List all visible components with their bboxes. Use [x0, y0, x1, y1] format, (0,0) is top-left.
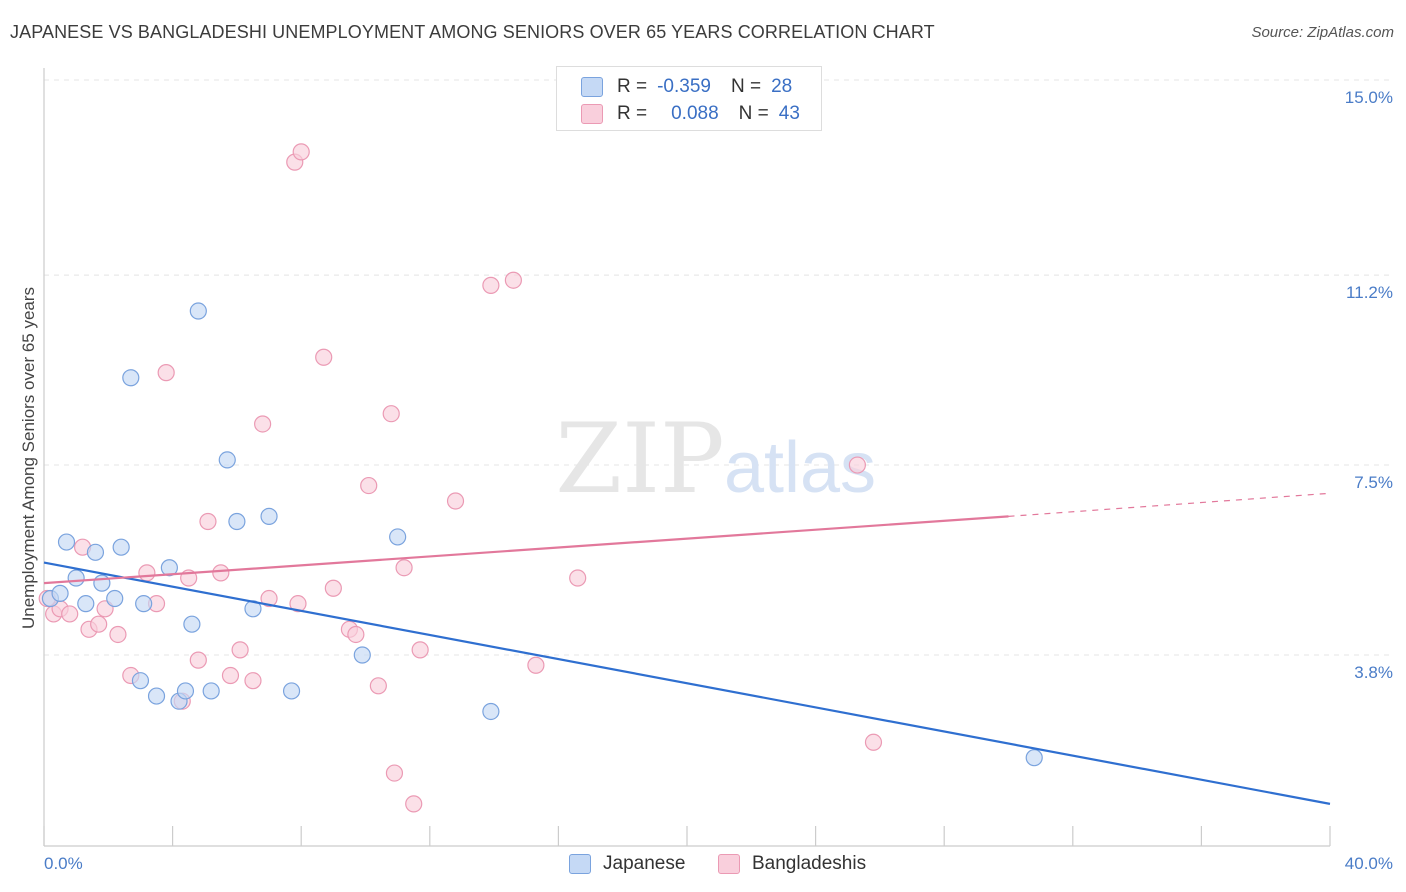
- bangladeshi-point-17: [212, 564, 230, 582]
- y-tick-labels: 3.8% 7.5% 11.2% 15.0%: [1345, 88, 1393, 682]
- x-tick-label-min: 0.0%: [44, 854, 83, 873]
- bangladeshi-point-16: [199, 512, 217, 531]
- bangladeshi-trend-line: [43, 515, 1009, 585]
- trend-lines: [43, 492, 1331, 805]
- bangladeshi-point-8: [109, 625, 127, 644]
- bottom-legend-japanese: Japanese: [569, 852, 685, 876]
- bangladeshi-point-33: [385, 764, 404, 782]
- watermark-zip: ZIP: [555, 403, 724, 515]
- bangladeshi-point-6: [90, 615, 108, 633]
- bottom-bangladeshi-swatch: [718, 854, 740, 874]
- bangladeshi-point-39: [504, 271, 522, 289]
- bangladeshi-r-value: 0.088: [671, 103, 719, 124]
- japanese-point-23: [282, 682, 301, 700]
- legend-row-bangladeshi: R = 0.088 N = 43: [581, 103, 800, 125]
- bangladeshi-point-41: [569, 569, 587, 587]
- bangladeshi-swatch: [581, 104, 603, 124]
- bangladeshi-point-42: [848, 456, 866, 474]
- japanese-point-27: [1025, 749, 1043, 767]
- japanese-point-2: [57, 533, 76, 551]
- japanese-r-value: -0.359: [657, 76, 711, 97]
- japanese-n-label: N =: [730, 76, 762, 97]
- bottom-japanese-swatch: [569, 854, 591, 874]
- bangladeshi-point-26: [315, 348, 333, 366]
- japanese-point-24: [353, 646, 371, 664]
- bangladeshi-point-31: [369, 677, 387, 695]
- japanese-point-10: [131, 672, 150, 690]
- bangladeshi-point-10: [138, 564, 156, 582]
- correlation-legend: R = -0.359 N = 28 R = 0.088 N = 43: [556, 66, 822, 131]
- japanese-point-16: [183, 615, 201, 633]
- japanese-point-1: [51, 584, 69, 602]
- y-tick-label-1: 7.5%: [1354, 473, 1393, 492]
- bangladeshi-point-37: [446, 492, 465, 510]
- bangladeshi-point-20: [244, 672, 262, 690]
- legend-row-japanese: R = -0.359 N = 28: [581, 76, 792, 98]
- japanese-point-19: [218, 451, 236, 469]
- japanese-point-4: [77, 595, 95, 613]
- bangladeshi-point-23: [289, 595, 307, 613]
- japanese-point-26: [482, 702, 500, 721]
- bangladeshi-point-36: [411, 641, 429, 659]
- japanese-point-3: [67, 569, 85, 587]
- bangladeshi-n-value: 43: [778, 103, 800, 124]
- japanese-point-13: [160, 559, 178, 577]
- japanese-point-11: [135, 595, 153, 613]
- bangladeshi-point-30: [360, 476, 378, 495]
- bangladeshi-point-18: [221, 666, 240, 685]
- bangladeshi-point-34: [395, 559, 413, 577]
- bottom-legend-bangladeshi: Bangladeshis: [718, 852, 866, 876]
- bangladeshi-point-12: [157, 364, 175, 382]
- japanese-point-20: [228, 512, 246, 531]
- bottom-japanese-label: Japanese: [603, 853, 686, 874]
- bangladeshi-point-22: [260, 589, 278, 608]
- bangladeshi-point-21: [254, 415, 272, 433]
- bangladeshi-point-38: [482, 276, 500, 294]
- japanese-n-value: 28: [771, 76, 793, 97]
- japanese-point-22: [260, 507, 278, 525]
- japanese-r-label: R =: [617, 76, 648, 97]
- bangladeshi-point-25: [292, 143, 310, 161]
- chart-title: JAPANESE VS BANGLADESHI UNEMPLOYMENT AMO…: [10, 22, 935, 42]
- japanese-point-6: [93, 574, 111, 592]
- x-ticks: [43, 826, 1331, 846]
- bangladeshi-point-3: [61, 605, 79, 623]
- bangladeshi-trend-extension: [1008, 492, 1331, 517]
- bangladeshi-point-40: [527, 656, 545, 674]
- bangladeshi-point-19: [231, 641, 249, 659]
- japanese-point-7: [106, 589, 124, 608]
- bangladeshi-point-29: [347, 625, 365, 644]
- bottom-bangladeshi-label: Bangladeshis: [752, 853, 867, 874]
- bangladeshi-point-43: [864, 733, 883, 751]
- japanese-swatch: [581, 77, 603, 97]
- source-label: Source: ZipAtlas.com: [1251, 24, 1394, 41]
- y-tick-label-2: 11.2%: [1346, 283, 1393, 302]
- bangladeshi-r-label: R =: [617, 103, 648, 124]
- bangladeshi-point-32: [382, 405, 400, 423]
- japanese-point-9: [122, 369, 140, 387]
- bangladeshi-point-15: [189, 651, 207, 669]
- japanese-point-15: [176, 682, 195, 700]
- japanese-point-18: [202, 682, 220, 700]
- japanese-point-8: [112, 538, 130, 556]
- bangladeshi-n-label: N =: [738, 103, 769, 124]
- y-axis-label: Unemployment Among Seniors over 65 years: [19, 287, 38, 629]
- japanese-point-12: [147, 687, 166, 705]
- japanese-trend-line: [43, 561, 1331, 805]
- bangladeshi-point-35: [405, 795, 423, 813]
- japanese-point-17: [189, 302, 207, 320]
- y-tick-label-0: 3.8%: [1354, 663, 1393, 682]
- scatter-points: [38, 143, 1043, 813]
- japanese-point-5: [86, 543, 105, 561]
- y-tick-label-3: 15.0%: [1345, 88, 1393, 107]
- japanese-point-25: [389, 528, 407, 546]
- bangladeshi-point-27: [324, 579, 342, 597]
- x-tick-label-max: 40.0%: [1345, 854, 1393, 873]
